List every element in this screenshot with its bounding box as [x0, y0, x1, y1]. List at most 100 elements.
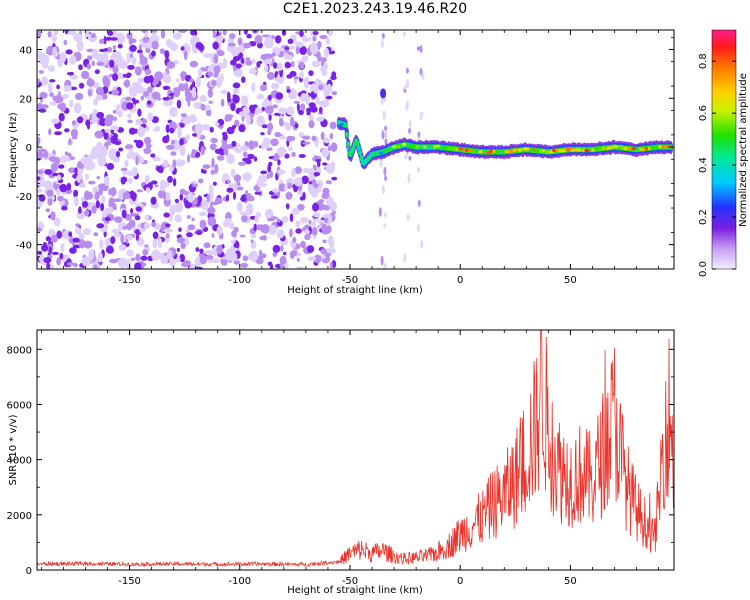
noise-speckle	[111, 228, 121, 234]
noise-speckle	[331, 176, 338, 181]
noise-speckle	[325, 95, 333, 100]
noise-speckle	[162, 181, 170, 188]
noise-speckle	[66, 182, 72, 191]
noise-speckle	[118, 189, 125, 202]
noise-speckle	[181, 43, 191, 56]
noise-speckle	[299, 62, 305, 70]
noise-speckle	[320, 131, 325, 141]
noise-speckle	[220, 98, 225, 107]
track-core	[626, 146, 632, 151]
track-core	[542, 149, 545, 153]
noise-speckle	[167, 175, 173, 183]
noise-speckle	[110, 236, 116, 244]
noise-speckle	[277, 169, 286, 175]
noise-speckle	[267, 122, 273, 132]
noise-speckle	[279, 69, 283, 78]
noise-speckle	[46, 51, 54, 55]
noise-streak	[407, 173, 411, 184]
noise-speckle	[113, 198, 122, 202]
noise-speckle	[246, 203, 254, 216]
noise-speckle	[277, 146, 287, 157]
noise-speckle	[63, 39, 68, 46]
track-core	[494, 149, 500, 153]
noise-speckle	[73, 102, 82, 114]
noise-speckle	[96, 61, 105, 66]
noise-speckle	[94, 191, 100, 201]
track-core	[593, 147, 600, 151]
noise-speckle	[186, 215, 191, 219]
noise-streak	[403, 85, 407, 90]
x-tick-label: -50	[342, 576, 358, 587]
x-tick-label: -150	[118, 275, 141, 286]
noise-speckle	[279, 255, 287, 265]
noise-speckle	[95, 94, 103, 101]
noise-speckle	[296, 103, 300, 112]
x-tick-label: 50	[564, 275, 577, 286]
noise-speckle	[320, 100, 330, 108]
noise-speckle	[194, 126, 200, 134]
noise-speckle	[126, 222, 133, 231]
noise-speckle	[165, 144, 175, 150]
noise-speckle	[197, 195, 203, 203]
colorbar-tick-label: 0.2	[698, 209, 709, 225]
snr-series-line	[37, 330, 674, 568]
track-core	[565, 147, 571, 151]
noise-speckle	[311, 227, 318, 236]
noise-speckle	[88, 249, 95, 261]
noise-speckle	[37, 181, 48, 188]
bottom-x-axis-label: Height of straight line (km)	[287, 585, 423, 596]
y-tick-label: 20	[19, 94, 32, 105]
noise-speckle	[301, 175, 309, 185]
noise-speckle	[242, 151, 248, 158]
noise-speckle	[295, 46, 300, 55]
noise-speckle	[144, 214, 150, 221]
bottom-x-ticks: -150 -100 -50 0 50	[41, 330, 659, 587]
noise-speckle	[99, 145, 108, 158]
noise-speckle	[259, 249, 262, 256]
noise-speckle	[69, 99, 74, 108]
x-tick-label: 50	[564, 576, 577, 587]
noise-streak	[384, 138, 388, 145]
noise-speckle	[261, 224, 270, 234]
noise-speckle	[246, 193, 252, 201]
noise-speckle	[44, 169, 53, 175]
noise-speckle	[163, 86, 168, 91]
noise-speckle	[308, 120, 315, 129]
noise-speckle	[331, 71, 337, 78]
noise-speckle	[330, 142, 338, 152]
noise-speckle	[104, 128, 111, 133]
noise-speckle	[90, 32, 96, 39]
noise-speckle	[64, 151, 69, 156]
noise-speckle	[97, 183, 107, 189]
noise-speckle	[241, 95, 249, 107]
noise-speckle	[262, 137, 270, 149]
noise-streak	[381, 184, 385, 195]
noise-speckle	[152, 238, 158, 249]
noise-speckle	[49, 79, 56, 83]
noise-speckle	[37, 137, 40, 147]
noise-speckle	[299, 45, 307, 55]
noise-speckle	[297, 203, 305, 211]
noise-streak	[383, 166, 387, 176]
noise-speckle	[146, 100, 152, 105]
noise-speckle	[295, 220, 301, 228]
noise-speckle	[204, 104, 211, 111]
noise-speckle	[104, 216, 111, 222]
noise-speckle	[266, 173, 270, 180]
noise-speckle	[145, 48, 151, 53]
noise-speckle	[59, 155, 68, 163]
noise-speckle	[95, 200, 101, 209]
noise-speckle	[270, 138, 279, 147]
noise-speckle	[269, 170, 274, 179]
noise-speckle	[113, 116, 117, 122]
noise-speckle	[122, 191, 131, 200]
noise-speckle	[162, 135, 170, 144]
noise-speckle	[217, 50, 225, 57]
track-core	[362, 160, 368, 164]
noise-speckle	[291, 151, 296, 158]
noise-speckle	[88, 89, 92, 97]
noise-speckle	[112, 45, 117, 50]
x-tick-label: -150	[118, 576, 141, 587]
noise-speckle	[209, 143, 217, 151]
noise-speckle	[298, 154, 306, 158]
